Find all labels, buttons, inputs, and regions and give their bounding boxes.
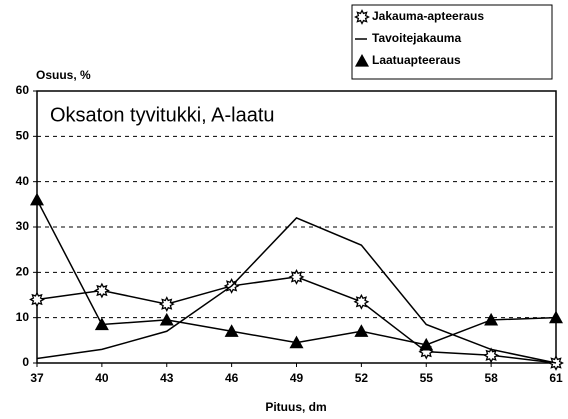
x-tick-label: 40: [95, 371, 109, 385]
chart-title: Oksaton tyvitukki, A-laatu: [50, 104, 275, 126]
x-tick-label: 46: [225, 371, 239, 385]
x-tick-label: 52: [355, 371, 369, 385]
data-point: [289, 335, 304, 349]
data-point: [288, 268, 305, 285]
x-tick-label: 43: [160, 371, 174, 385]
x-tick-label: 55: [420, 371, 434, 385]
data-point: [419, 337, 434, 351]
y-tick-label: 30: [16, 219, 30, 233]
series-line: [36, 276, 557, 364]
data-point: [549, 310, 563, 324]
data-point: [484, 312, 499, 326]
x-tick-label: 49: [290, 371, 304, 385]
data-point: [30, 192, 44, 206]
data-point: [224, 324, 239, 337]
y-tick-label: 60: [16, 83, 30, 97]
y-tick-label: 50: [16, 129, 30, 143]
y-axis-label: Osuus, %: [36, 68, 91, 82]
y-tick-label: 0: [22, 355, 29, 369]
legend-label: Laatuapteeraus: [372, 53, 461, 67]
series-line: [36, 217, 557, 364]
data-point: [353, 293, 370, 310]
data-point: [94, 317, 109, 331]
x-axis-label: Pituus, dm: [265, 400, 326, 414]
data-point: [29, 291, 45, 308]
y-tick-label: 40: [16, 174, 30, 188]
y-tick-label: 10: [16, 310, 30, 324]
data-point: [483, 347, 500, 364]
data-point: [159, 312, 174, 326]
legend-swatch: [354, 9, 370, 25]
legend-label: Jakauma-apteeraus: [372, 9, 484, 23]
x-tick-label: 37: [30, 371, 44, 385]
legend-swatch: [355, 54, 369, 67]
legend-label: Tavoitejakauma: [372, 31, 461, 45]
y-tick-label: 20: [16, 265, 30, 279]
x-tick-label: 61: [549, 371, 563, 385]
legend-box: [351, 4, 553, 80]
data-point: [93, 282, 110, 299]
data-point: [158, 296, 175, 313]
data-point: [354, 324, 369, 337]
x-tick-label: 58: [484, 371, 498, 385]
